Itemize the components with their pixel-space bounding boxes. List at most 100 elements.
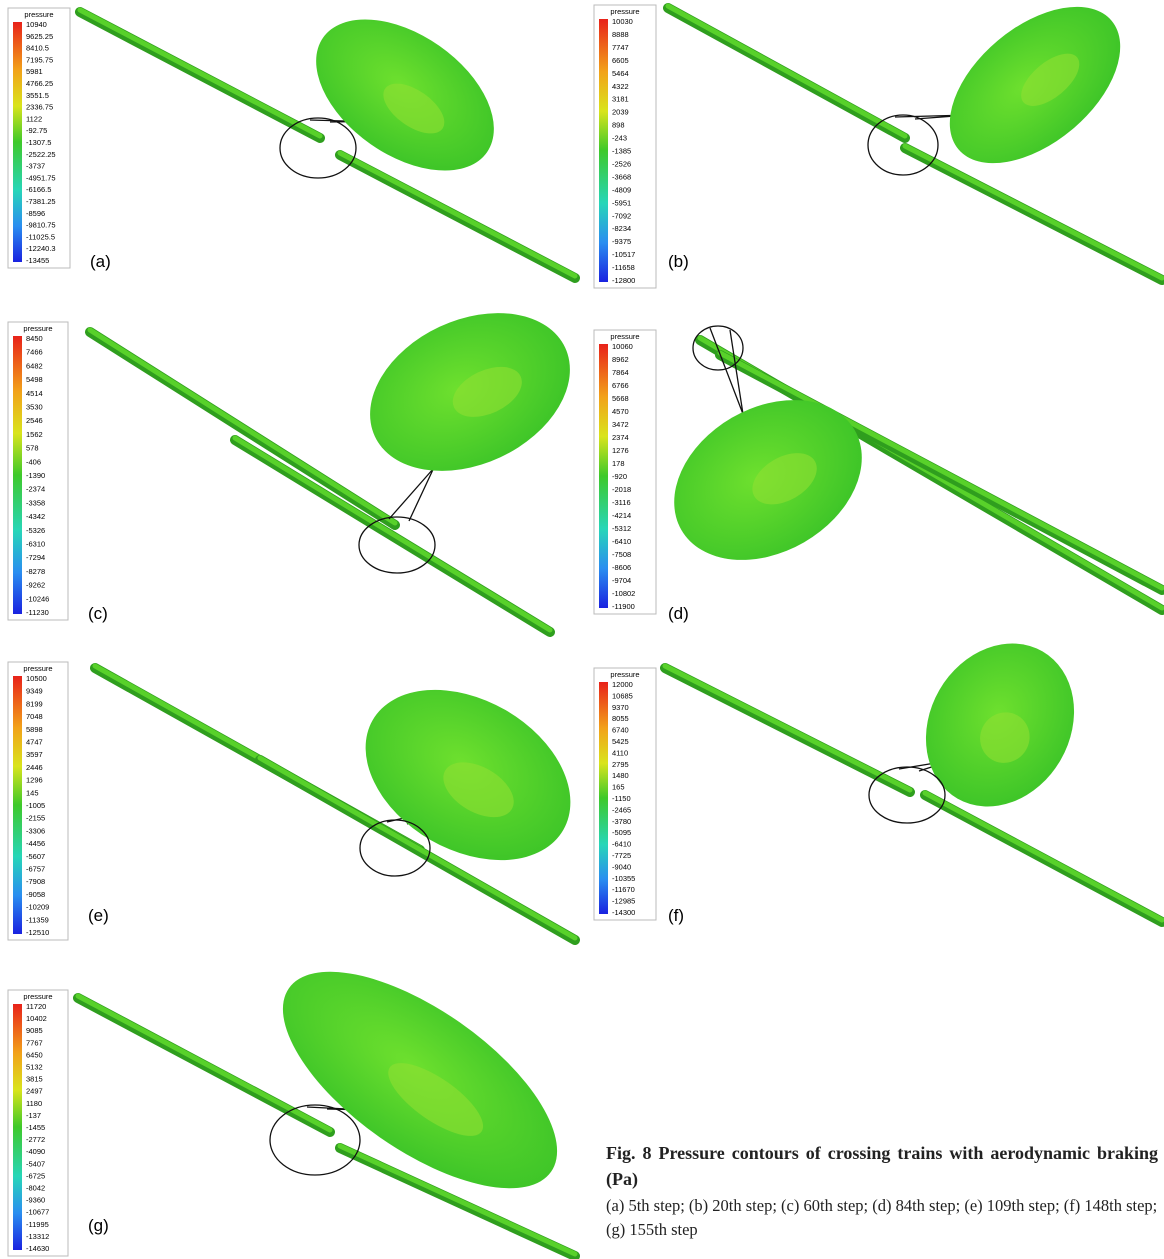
legend-value: -10355 bbox=[612, 874, 635, 883]
panel-label: (f) bbox=[668, 906, 684, 925]
legend-value: 9349 bbox=[26, 687, 43, 696]
train-top bbox=[80, 10, 320, 136]
legend-value: -12240.3 bbox=[26, 244, 56, 253]
train-top bbox=[905, 146, 1162, 278]
legend-value: -7294 bbox=[26, 553, 45, 562]
legend-value: 10030 bbox=[612, 17, 633, 26]
figure-canvas: pressure109409625.258410.57195.755981476… bbox=[0, 0, 1164, 1259]
legend-value: 6740 bbox=[612, 726, 629, 735]
legend-value: 145 bbox=[26, 788, 39, 797]
legend-value: -5607 bbox=[26, 852, 45, 861]
legend-value: 1122 bbox=[26, 114, 42, 123]
legend-value: 4570 bbox=[612, 407, 629, 416]
legend-value: 3597 bbox=[26, 750, 43, 759]
legend-value: 178 bbox=[612, 459, 625, 468]
panel-label: (e) bbox=[88, 906, 109, 925]
caption-title: Fig. 8 Pressure contours of crossing tra… bbox=[606, 1140, 1158, 1192]
color-bar bbox=[599, 344, 608, 608]
panel-label: (g) bbox=[88, 1216, 109, 1235]
legend-value: -7508 bbox=[612, 550, 631, 559]
legend-value: -2522.25 bbox=[26, 150, 56, 159]
legend-value: 2446 bbox=[26, 763, 43, 772]
legend-value: -1390 bbox=[26, 471, 45, 480]
color-bar bbox=[599, 682, 608, 914]
legend-value: 3530 bbox=[26, 403, 43, 412]
panel-label: (b) bbox=[668, 252, 689, 271]
legend-value: -9810.75 bbox=[26, 221, 56, 230]
caption: Fig. 8 Pressure contours of crossing tra… bbox=[606, 1140, 1158, 1242]
legend-value: 7466 bbox=[26, 348, 43, 357]
legend-title: pressure bbox=[23, 324, 52, 333]
legend-value: -5951 bbox=[612, 198, 631, 207]
legend-value: 5425 bbox=[612, 737, 629, 746]
legend-value: -2772 bbox=[26, 1135, 45, 1144]
panel: pressure12000106859370805567405425411027… bbox=[594, 616, 1162, 925]
legend-value: 5981 bbox=[26, 67, 43, 76]
legend-value: 10402 bbox=[26, 1014, 47, 1023]
legend-value: -8606 bbox=[612, 563, 631, 572]
legend-value: -3306 bbox=[26, 826, 45, 835]
legend-value: 9085 bbox=[26, 1026, 43, 1035]
legend-value: -13455 bbox=[26, 256, 49, 265]
legend-value: 3551.5 bbox=[26, 91, 49, 100]
legend-value: -1005 bbox=[26, 801, 45, 810]
legend-value: -6757 bbox=[26, 865, 45, 874]
legend-value: -10246 bbox=[26, 594, 49, 603]
legend-value: -3780 bbox=[612, 817, 631, 826]
legend-value: 12000 bbox=[612, 680, 633, 689]
legend-value: -4456 bbox=[26, 839, 45, 848]
legend-title: pressure bbox=[24, 10, 53, 19]
legend-value: -11995 bbox=[26, 1220, 49, 1229]
legend-value: 2336.75 bbox=[26, 103, 53, 112]
color-bar bbox=[13, 676, 22, 934]
train-top bbox=[235, 438, 550, 630]
legend-value: -13312 bbox=[26, 1232, 49, 1241]
legend-value: -11900 bbox=[612, 602, 635, 611]
legend-value: 5498 bbox=[26, 375, 43, 384]
train-top bbox=[340, 153, 575, 276]
legend-value: -4342 bbox=[26, 512, 45, 521]
legend-title: pressure bbox=[23, 992, 52, 1001]
legend-value: -6410 bbox=[612, 537, 631, 546]
legend-value: 9370 bbox=[612, 703, 629, 712]
legend-value: 2039 bbox=[612, 108, 629, 117]
legend-title: pressure bbox=[610, 7, 639, 16]
legend-value: -9360 bbox=[26, 1196, 45, 1205]
legend-value: -9704 bbox=[612, 576, 631, 585]
legend-value: 6766 bbox=[612, 381, 629, 390]
legend-value: 4747 bbox=[26, 738, 43, 747]
legend-value: 1276 bbox=[612, 446, 629, 455]
legend-value: -2018 bbox=[612, 485, 631, 494]
legend-value: 7048 bbox=[26, 712, 43, 721]
legend-value: -6310 bbox=[26, 540, 45, 549]
legend-value: -10517 bbox=[612, 250, 635, 259]
legend-title: pressure bbox=[610, 332, 639, 341]
legend-title: pressure bbox=[23, 664, 52, 673]
color-bar bbox=[13, 22, 22, 262]
legend-value: 8410.5 bbox=[26, 44, 49, 53]
train-top bbox=[925, 793, 1162, 920]
legend-value: -11230 bbox=[26, 608, 49, 617]
legend-value: -1150 bbox=[612, 794, 631, 803]
train-top bbox=[665, 666, 910, 790]
legend-value: 4110 bbox=[612, 748, 628, 757]
legend-value: -4214 bbox=[612, 511, 631, 520]
legend-value: 2497 bbox=[26, 1087, 43, 1096]
legend-value: 6450 bbox=[26, 1050, 43, 1059]
legend-value: 2546 bbox=[26, 416, 43, 425]
legend-value: -11658 bbox=[612, 263, 635, 272]
legend-value: -6166.5 bbox=[26, 185, 51, 194]
legend-value: -7725 bbox=[612, 851, 631, 860]
legend-value: 1562 bbox=[26, 430, 43, 439]
legend-value: -5312 bbox=[612, 524, 631, 533]
panel: pressure109409625.258410.57195.755981476… bbox=[8, 0, 575, 278]
legend-value: 4322 bbox=[612, 82, 629, 91]
legend-value: 11720 bbox=[26, 1002, 46, 1011]
legend-value: -12985 bbox=[612, 897, 635, 906]
legend-value: -2374 bbox=[26, 485, 45, 494]
legend-value: -10209 bbox=[26, 903, 49, 912]
color-bar bbox=[13, 336, 22, 614]
panel-label: (d) bbox=[668, 604, 689, 623]
legend-value: -5095 bbox=[612, 828, 631, 837]
legend-value: -9375 bbox=[612, 237, 631, 246]
